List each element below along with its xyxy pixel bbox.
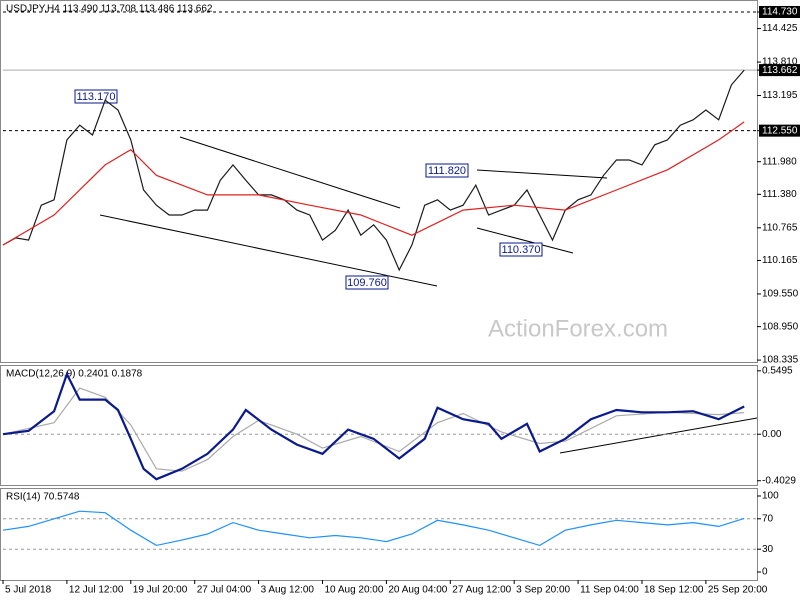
series-line [2, 371, 745, 481]
price-tag [759, 5, 800, 18]
series-line [2, 387, 745, 472]
panel-title: MACD(12,26,9) 0.2401 0.1878 [6, 369, 143, 380]
y-tick-label: 0.00 [762, 429, 782, 440]
trendline [179, 136, 401, 209]
x-tick-label: 11 Sep 04:00 [580, 585, 639, 596]
annotation-box [74, 89, 118, 104]
y-tick-label: -0.4029 [762, 475, 796, 486]
y-tick-label: 0.5495 [762, 365, 793, 376]
watermark: ActionForex.com [488, 315, 668, 342]
panel-title: RSI(14) 70.5748 [6, 492, 80, 503]
series-line [2, 121, 745, 246]
y-tick-label: 108.335 [762, 355, 799, 366]
annotation-box [425, 163, 469, 178]
y-tick-label: 114.730 [762, 7, 798, 18]
trendline [476, 227, 574, 254]
y-tick-label: 100 [762, 491, 779, 502]
trendline [476, 169, 608, 179]
y-tick-label: 0 [762, 567, 768, 578]
x-tick-label: 3 Sep 20:00 [516, 585, 570, 596]
x-tick-label: 27 Jul 04:00 [197, 585, 252, 596]
series-line [2, 69, 745, 272]
y-tick-label: 108.950 [762, 321, 799, 332]
x-tick-label: 20 Aug 04:00 [388, 585, 447, 596]
panel-frame [0, 488, 758, 581]
y-tick-label: 110.165 [762, 255, 798, 266]
y-tick-label: 113.195 [762, 90, 798, 101]
y-tick-label: 111.980 [762, 156, 797, 167]
series-line [2, 510, 745, 547]
y-tick-label: 112.550 [762, 125, 798, 136]
y-tick-label: 111.380 [762, 189, 797, 200]
x-tick-label: 3 Aug 12:00 [261, 585, 315, 596]
annotation: 111.820 [428, 165, 466, 177]
y-tick-label: 70 [762, 513, 774, 524]
y-tick-label: 30 [762, 544, 774, 555]
annotation: 110.370 [502, 244, 541, 256]
y-tick-label: 109.550 [762, 289, 799, 300]
annotation: 109.760 [347, 277, 387, 289]
y-tick-label: 113.662 [762, 65, 798, 76]
x-tick-label: 18 Sep 12:00 [644, 585, 704, 596]
annotation-box [345, 275, 389, 290]
x-tick-label: 12 Jul 12:00 [69, 585, 124, 596]
panel-frame [0, 365, 758, 486]
price-tag [759, 124, 800, 137]
x-tick-label: 5 Jul 2018 [5, 585, 52, 596]
trendline [559, 417, 758, 454]
x-tick-label: 25 Sep 20:00 [708, 585, 768, 596]
x-tick-label: 27 Aug 12:00 [452, 585, 511, 596]
panel-frame [0, 0, 758, 363]
price-tag [759, 64, 800, 77]
annotation-box [499, 242, 543, 257]
trendline [99, 214, 438, 287]
panel-title: USDJPY,H4 113.490 113.708 113.486 113.66… [6, 4, 213, 15]
x-tick-label: 19 Jul 20:00 [133, 585, 188, 596]
y-tick-label: 114.425 [762, 23, 798, 34]
annotation: 113.170 [77, 91, 116, 103]
x-tick-label: 10 Aug 20:00 [324, 585, 383, 596]
y-tick-label: 113.810 [762, 57, 798, 68]
y-tick-label: 110.765 [762, 222, 798, 233]
